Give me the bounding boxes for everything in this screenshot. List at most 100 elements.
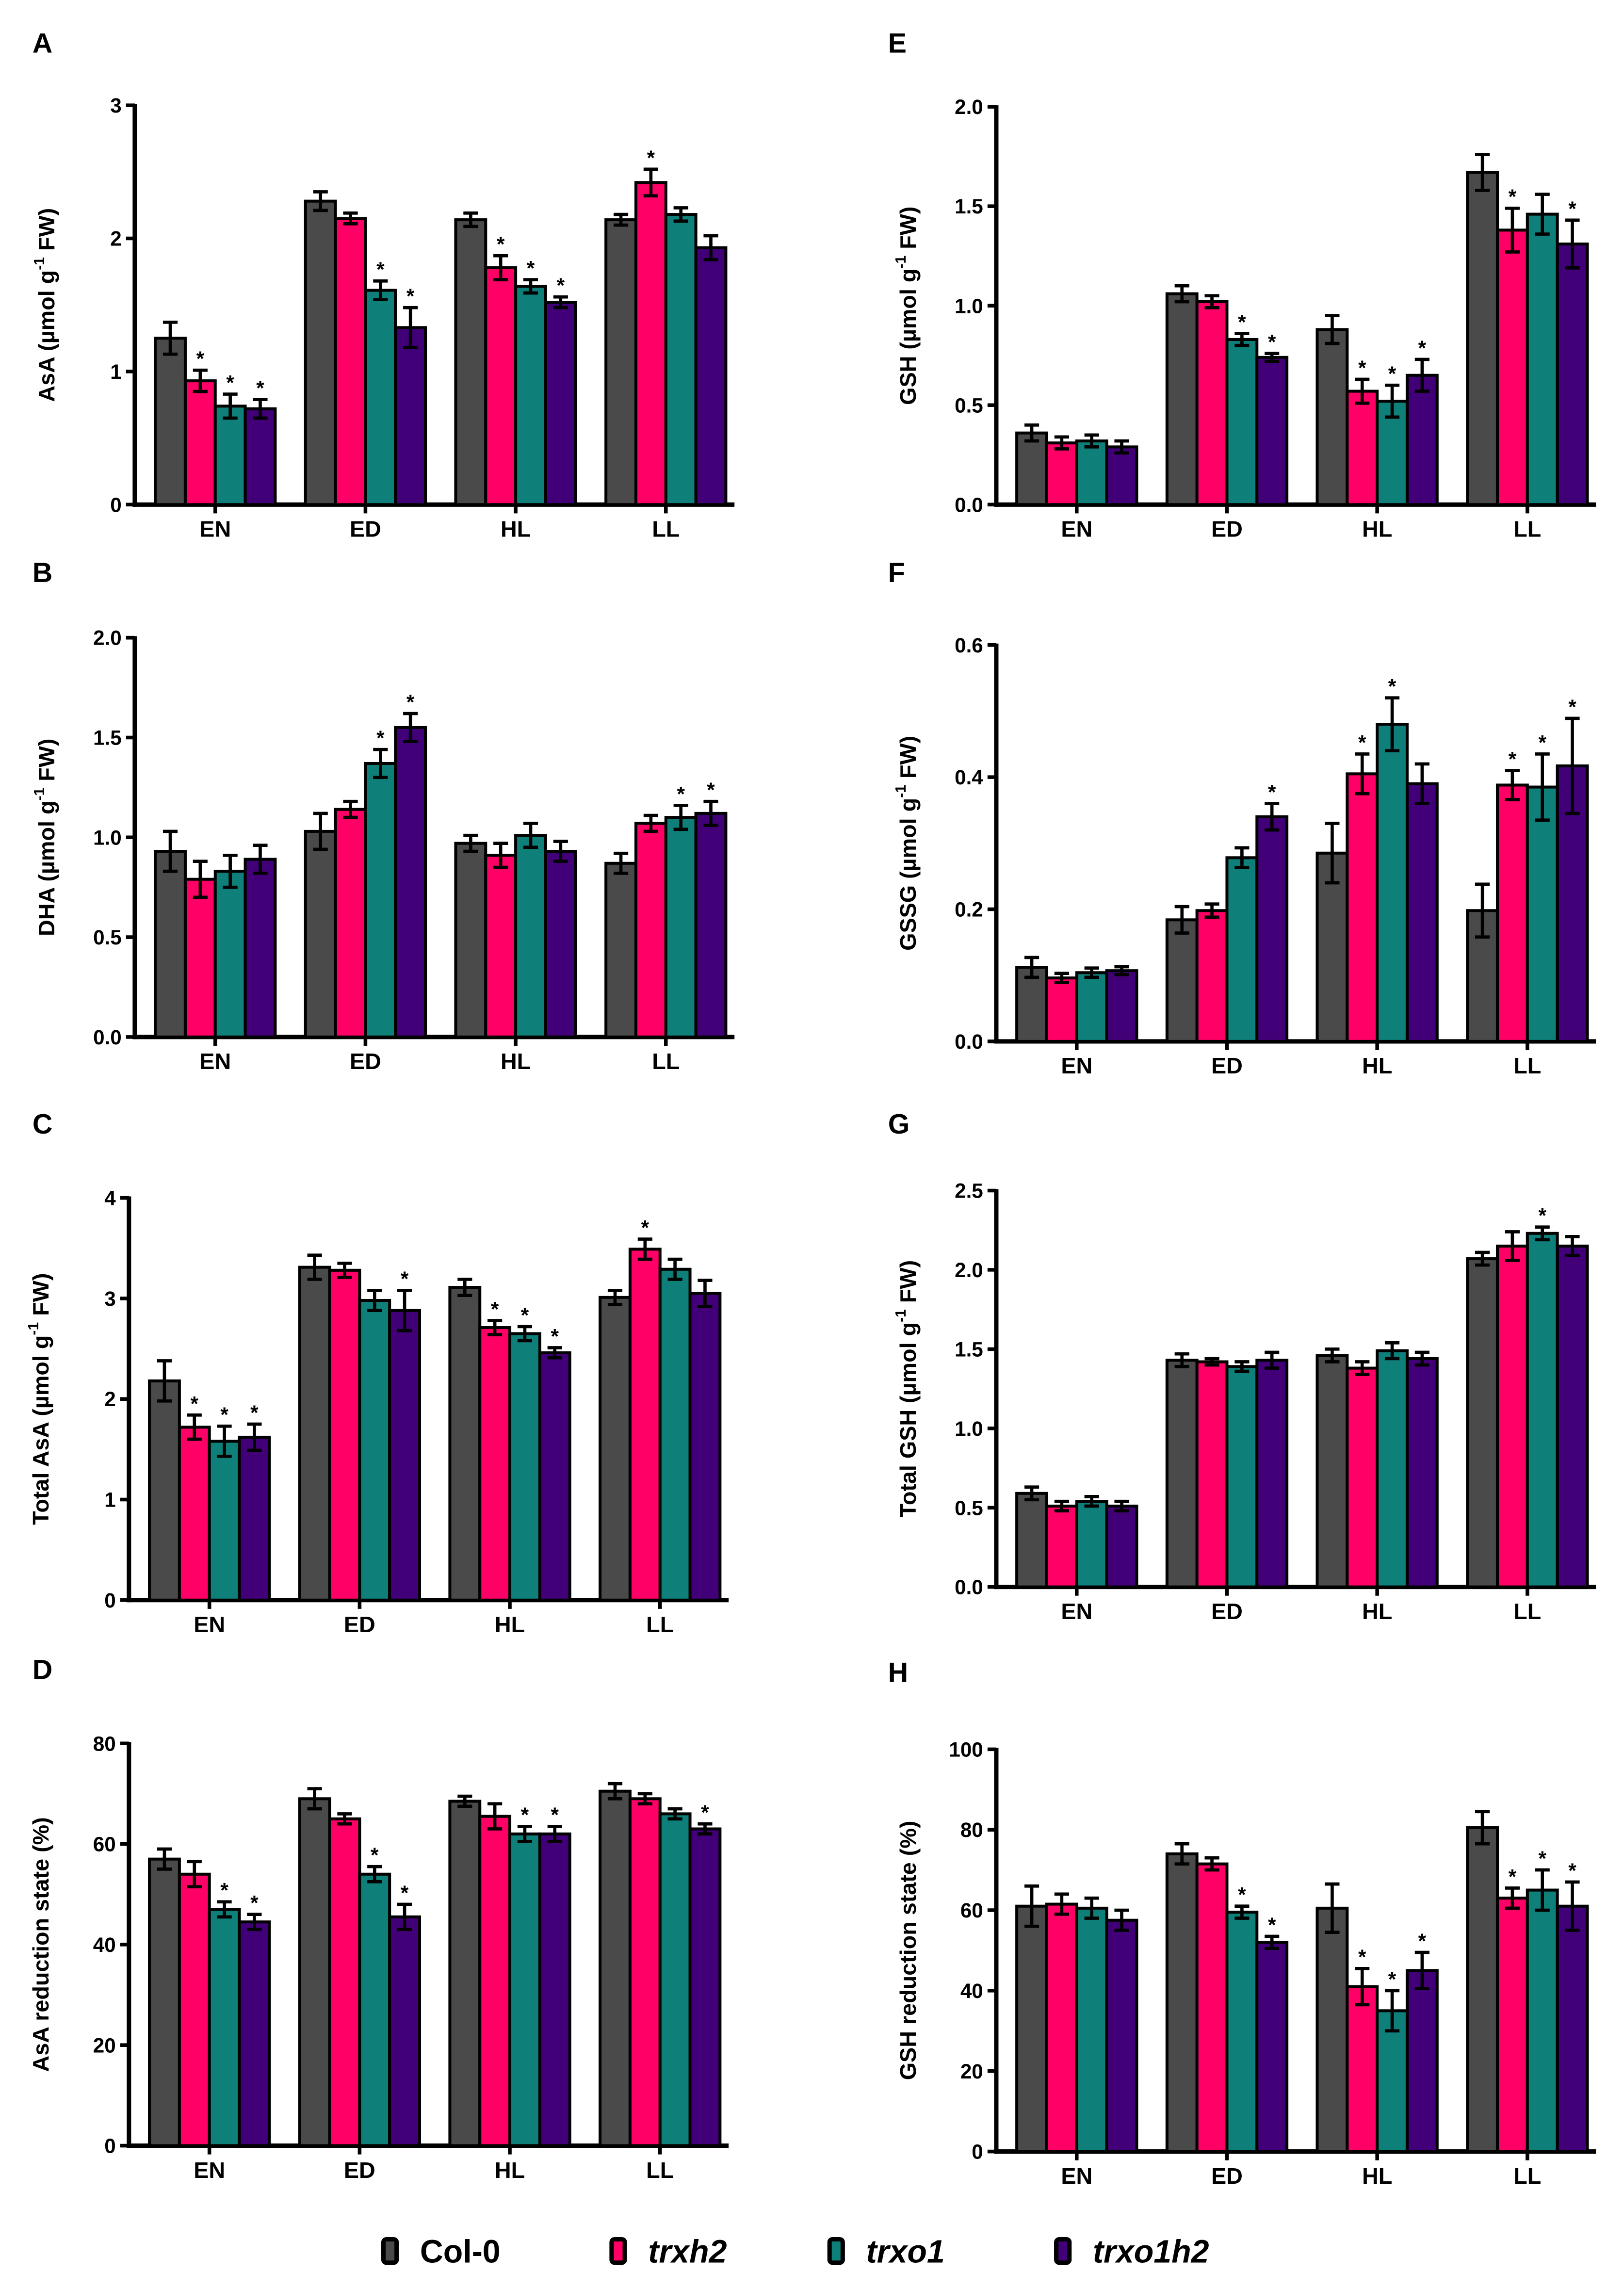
bar-trxh2-ed bbox=[328, 1817, 361, 2147]
panel-label: B bbox=[32, 557, 52, 588]
y-label-text: AsA (µmol g bbox=[34, 270, 59, 402]
significance-marker: * bbox=[406, 691, 415, 714]
significance-marker: * bbox=[1238, 1883, 1246, 1906]
bar-trxo1-ed bbox=[358, 1872, 391, 2147]
bar-trxh2-ed bbox=[328, 1268, 361, 1602]
significance-marker: * bbox=[1538, 1204, 1546, 1227]
bar-trxo1-ed bbox=[1225, 338, 1259, 506]
x-tick-label: HL bbox=[1362, 2163, 1392, 2189]
bar-trxh2-en bbox=[1045, 1902, 1078, 2153]
y-tick-label: 0.0 bbox=[955, 1576, 983, 1599]
significance-marker: * bbox=[1388, 362, 1397, 385]
significance-marker: * bbox=[1418, 1930, 1427, 1952]
x-tick-label: HL bbox=[501, 517, 531, 542]
bar-col-0-ll bbox=[599, 1789, 632, 2147]
y-tick-label: 20 bbox=[93, 2034, 116, 2057]
bar-trxo1h2-en bbox=[238, 1920, 271, 2147]
significance-marker: * bbox=[1538, 1847, 1546, 1870]
y-tick-label: 1.0 bbox=[955, 1417, 983, 1440]
bar-trxh2-hl bbox=[484, 854, 518, 1039]
significance-marker: * bbox=[250, 1892, 259, 1915]
bar-trxo1-en bbox=[1075, 1906, 1108, 2153]
x-tick-label: EN bbox=[194, 1612, 225, 1637]
y-tick-label: 2.5 bbox=[955, 1180, 983, 1202]
legend-swatch-trxh2 bbox=[609, 2237, 627, 2265]
y-axis-label: GSH (µmol g-1 FW) bbox=[893, 207, 921, 405]
bar-col-0-ed bbox=[304, 199, 337, 506]
legend-label: trxo1h2 bbox=[1093, 2234, 1209, 2270]
y-tick-label: 0.0 bbox=[955, 493, 983, 516]
significance-marker: * bbox=[491, 1298, 499, 1320]
significance-marker: * bbox=[1268, 1914, 1276, 1936]
bar-col-0-en bbox=[154, 850, 187, 1039]
bar-trxo1-en bbox=[208, 1908, 241, 2147]
bar-col-0-hl bbox=[1315, 1906, 1349, 2153]
y-tick-label: 0.5 bbox=[93, 926, 122, 949]
panel-label: A bbox=[32, 28, 52, 59]
panel-h: H 0 20 40 60 80 100 GSH reduction state (%) EN ED… bbox=[888, 1657, 1596, 2189]
bar-col-0-hl bbox=[1315, 1354, 1349, 1589]
bar-trxh2-hl bbox=[1346, 1985, 1379, 2153]
significance-marker: * bbox=[557, 274, 565, 297]
y-tick-label: 40 bbox=[960, 1980, 983, 2002]
bar-trxo1-hl bbox=[514, 285, 547, 506]
panel-b: B 0.0 0.5 1.0 1.5 2.0 DHA (µmol g-1 FW) EN ED * * H… bbox=[32, 557, 735, 1074]
bar-trxo1-ll bbox=[664, 816, 698, 1039]
y-tick-label: 1 bbox=[104, 1489, 115, 1511]
x-tick-label: EN bbox=[1061, 2163, 1092, 2189]
bar-trxh2-hl bbox=[478, 1326, 512, 1602]
significance-marker: * bbox=[521, 1304, 529, 1327]
panel-label: E bbox=[888, 28, 907, 59]
y-tick-label: 0 bbox=[972, 2141, 983, 2163]
bar-trxh2-ed bbox=[1195, 1360, 1229, 1589]
x-tick-label: EN bbox=[199, 1049, 231, 1074]
significance-marker: * bbox=[1568, 1859, 1576, 1882]
y-tick-label: 0.5 bbox=[955, 1496, 983, 1519]
bar-trxo1-en bbox=[213, 870, 247, 1039]
y-tick-label: 1.5 bbox=[955, 1338, 983, 1361]
bar-trxo1h2-ed bbox=[388, 1309, 422, 1602]
y-tick-label: 0.0 bbox=[93, 1026, 122, 1049]
bar-col-0-en bbox=[1015, 431, 1048, 506]
panel-a: A 0 1 2 3 AsA (µmol g-1 FW) EN * * * ED * * HL * * * LL * bbox=[32, 28, 735, 542]
panel-label: H bbox=[888, 1657, 908, 1688]
bar-trxo1h2-ed bbox=[1255, 815, 1289, 1043]
bar-trxo1-en bbox=[213, 405, 247, 506]
bar-trxh2-hl bbox=[1346, 390, 1379, 506]
bar-trxo1-en bbox=[208, 1440, 241, 1602]
bar-trxo1-ed bbox=[1225, 1911, 1259, 2153]
y-axis-label: Total GSH (µmol g-1 FW) bbox=[893, 1260, 921, 1517]
y-tick-label: 80 bbox=[93, 1732, 116, 1755]
significance-marker: * bbox=[527, 257, 535, 280]
x-tick-label: HL bbox=[495, 1612, 525, 1637]
x-tick-label: LL bbox=[646, 1612, 674, 1637]
x-tick-label: EN bbox=[199, 517, 231, 542]
bar-trxo1h2-ll bbox=[694, 812, 728, 1039]
x-tick-label: ED bbox=[344, 2158, 375, 2183]
y-label-text: AsA reduction state (%) bbox=[28, 1817, 53, 2072]
bar-trxo1-ed bbox=[364, 289, 397, 506]
legend-label: trxo1 bbox=[866, 2234, 945, 2270]
y-label-superscript: -1 bbox=[893, 785, 909, 798]
y-tick-label: 60 bbox=[960, 1899, 983, 1922]
y-axis-label: GSH reduction state (%) bbox=[895, 1821, 921, 2080]
y-label-units: FW) bbox=[895, 736, 921, 785]
significance-marker: * bbox=[647, 146, 655, 169]
y-tick-label: 80 bbox=[960, 1818, 983, 1841]
x-tick-label: HL bbox=[1362, 1053, 1392, 1078]
bar-trxo1-en bbox=[1075, 1500, 1108, 1589]
significance-marker: * bbox=[1388, 1968, 1397, 1991]
bar-trxh2-en bbox=[178, 1426, 211, 1602]
y-tick-label: 0.0 bbox=[955, 1030, 983, 1053]
legend-swatch-trxo1 bbox=[827, 2237, 845, 2265]
bar-trxo1-hl bbox=[508, 1332, 541, 1602]
bar-trxh2-ll bbox=[634, 822, 667, 1039]
significance-marker: * bbox=[1388, 675, 1397, 698]
significance-marker: * bbox=[250, 1401, 259, 1424]
y-label-text: GSSG (µmol g bbox=[895, 798, 921, 951]
legend-swatch-col-0 bbox=[381, 2237, 399, 2265]
x-tick-label: LL bbox=[652, 1049, 680, 1074]
bar-trxh2-hl bbox=[1346, 1366, 1379, 1589]
significance-marker: * bbox=[1358, 731, 1366, 754]
significance-marker: * bbox=[220, 1879, 228, 1902]
